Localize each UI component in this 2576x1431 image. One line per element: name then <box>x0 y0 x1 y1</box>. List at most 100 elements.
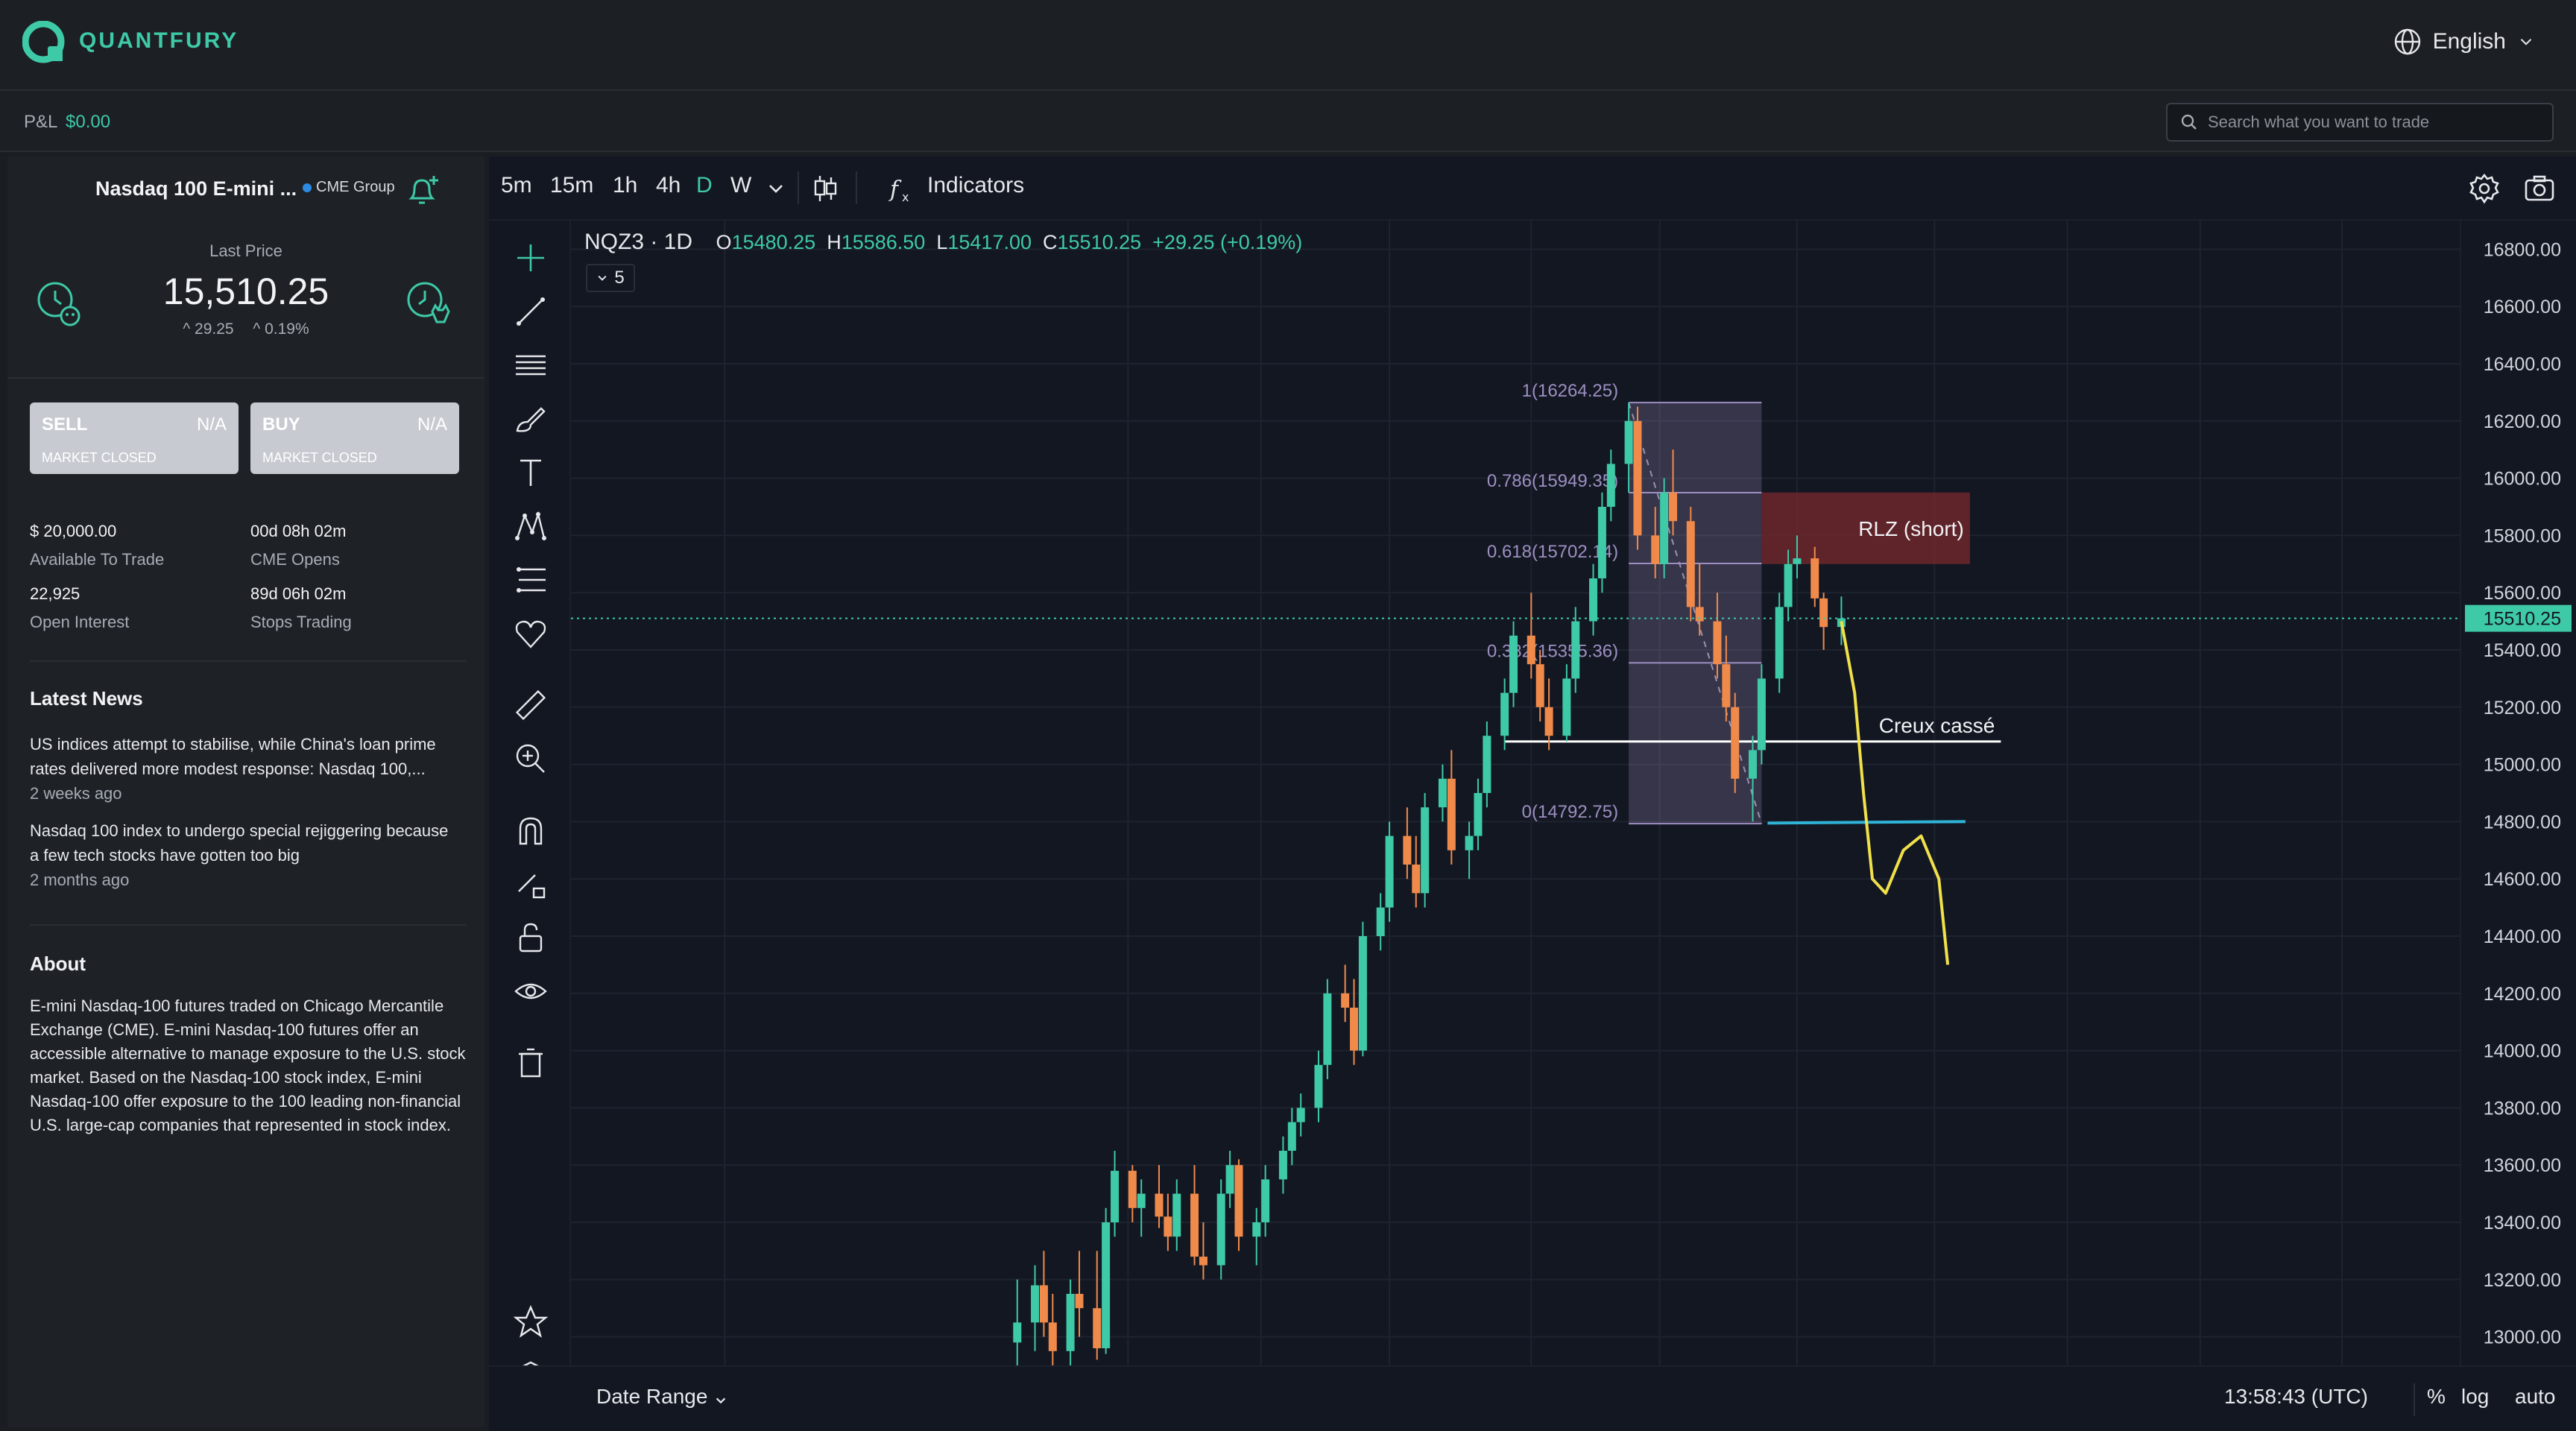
camera-screenshot-icon[interactable] <box>2522 171 2557 206</box>
quantfury-logo-icon[interactable] <box>22 21 67 66</box>
y-tick-label: 13800.00 <box>2484 1098 2561 1119</box>
globe-icon <box>2394 28 2420 55</box>
news-item[interactable]: Nasdaq 100 index to undergo special reji… <box>30 818 455 892</box>
candle-body <box>1341 993 1350 1008</box>
heart-favorite-tool-icon[interactable] <box>511 614 550 653</box>
star-favorites-icon[interactable] <box>511 1303 550 1342</box>
buy-alert-bull-icon[interactable] <box>401 276 458 332</box>
indicator-collapse-toggle[interactable]: 5 <box>586 264 635 292</box>
candle-body <box>1624 420 1633 464</box>
price-change-abs: ^ 29.25 <box>183 320 234 338</box>
search-box[interactable] <box>2166 103 2554 142</box>
candle-body <box>1562 678 1571 736</box>
candle-body <box>1385 835 1394 908</box>
candle-body <box>1722 664 1731 707</box>
indicators-button[interactable]: Indicators <box>927 173 1025 198</box>
buy-status: MARKET CLOSED <box>262 450 377 465</box>
timeframe-15m[interactable]: 15m <box>550 173 594 198</box>
last-price: 15,510.25 <box>162 271 329 312</box>
sell-alert-bear-icon[interactable] <box>31 276 88 332</box>
price-chart[interactable]: 1(16264.25) 0.786(15949.35) 0.618(15702.14… <box>571 221 2576 1431</box>
news-item[interactable]: US indices attempt to stabilise, while C… <box>30 732 455 806</box>
candle-body <box>1606 464 1615 507</box>
y-tick-label: 16800.00 <box>2484 239 2561 260</box>
timeframe-w[interactable]: W <box>730 173 752 198</box>
horizontal-lines-tool-icon[interactable] <box>511 346 550 385</box>
divider <box>30 660 467 662</box>
price-change-pct: ^ 0.19% <box>253 320 309 338</box>
candle-body <box>1483 736 1491 793</box>
log-scale-toggle[interactable]: log <box>2461 1385 2490 1408</box>
add-alert-bell-icon[interactable] <box>401 170 443 212</box>
pnl-value: $0.00 <box>66 112 111 132</box>
candle-body <box>1031 1285 1040 1323</box>
candle-body <box>1713 621 1722 665</box>
timeframe-dropdown-chevron-icon[interactable] <box>765 171 787 206</box>
timeframe-d[interactable]: D <box>696 173 713 198</box>
drawing-tools-sidebar <box>489 221 571 1431</box>
indicator-count: 5 <box>614 268 625 288</box>
instrument-panel: Nasdaq 100 E-mini ... CME Group Last Pri… <box>7 157 484 1427</box>
available-to-trade: $ 20,000.00 Available To Trade <box>30 522 164 569</box>
price-axis <box>2460 221 2576 1365</box>
search-input[interactable] <box>2208 113 2551 132</box>
candle-body <box>1447 778 1456 850</box>
fib-level-label: 1(16264.25) <box>1522 381 1618 401</box>
y-tick-label: 14000.00 <box>2484 1041 2561 1062</box>
indicators-fx-icon[interactable]: f x <box>886 171 920 206</box>
toolbar-separator <box>798 171 799 204</box>
auto-scale-toggle[interactable]: auto <box>2515 1385 2556 1408</box>
text-tool-icon[interactable] <box>511 453 550 492</box>
candle-body <box>1669 492 1678 522</box>
timeframe-1h[interactable]: 1h <box>613 173 638 198</box>
legend-open: 15480.25 <box>731 231 816 253</box>
candle-body <box>1278 1151 1287 1180</box>
trash-delete-icon[interactable] <box>511 1043 550 1082</box>
candle-body <box>1111 1170 1120 1222</box>
creux-casse-label: Creux cassé <box>1879 714 1995 737</box>
chevron-down-icon <box>598 275 607 281</box>
candle-body <box>1749 750 1758 779</box>
eye-visibility-icon[interactable] <box>511 972 550 1011</box>
timeframe-5m[interactable]: 5m <box>501 173 532 198</box>
candle-style-icon[interactable] <box>808 171 842 206</box>
candlestick-chart[interactable]: 1(16264.25) 0.786(15949.35) 0.618(15702.14… <box>571 221 2576 1365</box>
cme-opens-label: CME Opens <box>250 550 340 569</box>
y-tick-label: 13600.00 <box>2484 1155 2561 1176</box>
last-price-tag-label: 15510.25 <box>2484 609 2561 630</box>
stops-trading-label: Stops Trading <box>250 613 352 631</box>
candle-body <box>1775 607 1784 679</box>
chevron-down-icon[interactable] <box>714 1394 727 1407</box>
ruler-measure-tool-icon[interactable] <box>511 686 550 724</box>
percent-scale-toggle[interactable]: % <box>2427 1385 2446 1408</box>
settings-gear-icon[interactable] <box>2467 171 2501 206</box>
candle-body <box>1358 936 1367 1051</box>
brush-tool-icon[interactable] <box>511 399 550 438</box>
pattern-tool-icon[interactable] <box>511 507 550 546</box>
projection-drawing <box>1840 621 1950 965</box>
language-selector[interactable]: English <box>2393 27 2536 57</box>
news-time: 2 weeks ago <box>30 784 122 803</box>
zoom-in-tool-icon[interactable] <box>511 739 550 778</box>
y-tick-label: 15600.00 <box>2484 583 2561 604</box>
magnet-tool-icon[interactable] <box>511 811 550 850</box>
lock-drawings-pencil-icon[interactable] <box>511 865 550 903</box>
buy-button[interactable]: BUY N/A MARKET CLOSED <box>250 402 459 474</box>
candle-body <box>1350 1008 1359 1051</box>
news-headline: Nasdaq 100 index to undergo special reji… <box>30 821 449 865</box>
candle-body <box>1190 1193 1199 1257</box>
sell-price: N/A <box>196 414 227 435</box>
fib-retracement-tool-icon[interactable] <box>511 560 550 599</box>
candle-body <box>1252 1222 1261 1237</box>
buy-price: N/A <box>417 414 447 435</box>
trend-line-tool-icon[interactable] <box>511 292 550 331</box>
sell-button[interactable]: SELL N/A MARKET CLOSED <box>30 402 239 474</box>
legend-change: +29.25 (+0.19%) <box>1152 231 1303 253</box>
unlock-icon[interactable] <box>511 918 550 957</box>
candle-body <box>1128 1170 1137 1208</box>
utc-clock[interactable]: 13:58:43 (UTC) <box>2224 1385 2368 1408</box>
crosshair-tool-icon[interactable] <box>511 238 550 277</box>
date-range-button[interactable]: Date Range <box>596 1385 708 1408</box>
y-tick-label: 16600.00 <box>2484 297 2561 318</box>
timeframe-4h[interactable]: 4h <box>656 173 681 198</box>
